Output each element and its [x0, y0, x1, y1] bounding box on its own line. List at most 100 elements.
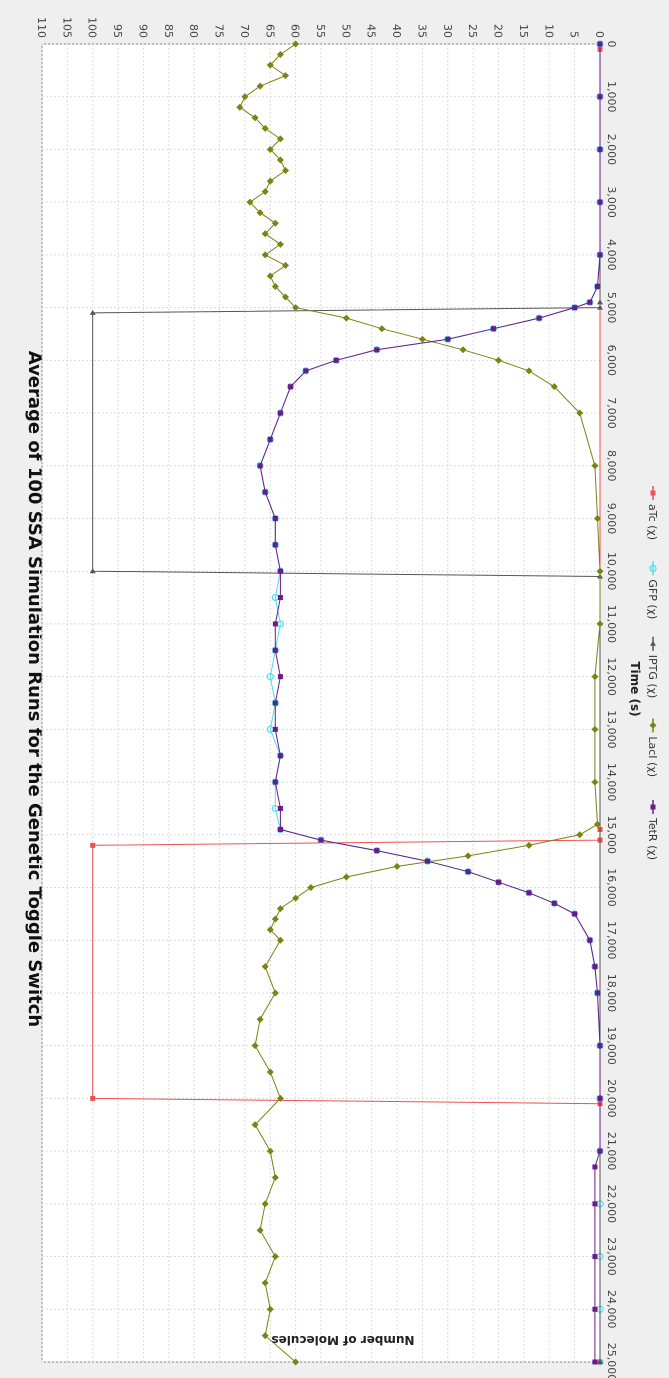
data-point [261, 188, 269, 196]
data-point [251, 114, 259, 122]
data-point [277, 753, 283, 759]
data-point [276, 905, 284, 913]
data-point [277, 674, 283, 680]
data-point [288, 384, 294, 390]
data-point [277, 595, 283, 601]
data-point [525, 367, 533, 375]
data-point [261, 488, 269, 496]
data-point [551, 900, 557, 906]
data-point [597, 94, 603, 100]
y-tick-label: 55 [314, 24, 327, 38]
data-point [276, 240, 284, 248]
x-tick-label: 22,000 [605, 1185, 618, 1224]
x-tick-label: 4,000 [605, 239, 618, 271]
data-point [266, 145, 274, 153]
x-tick-label: 7,000 [605, 397, 618, 429]
y-tick-label: 40 [390, 24, 403, 38]
data-point [292, 894, 300, 902]
data-point [281, 72, 289, 80]
data-point [266, 61, 274, 69]
data-point [525, 889, 533, 897]
x-tick-label: 11,000 [605, 605, 618, 644]
data-point [90, 1095, 96, 1101]
data-point [261, 1332, 269, 1340]
series-3 [236, 40, 604, 1366]
data-point [277, 410, 283, 416]
x-tick-label: 12,000 [605, 657, 618, 696]
data-point [597, 299, 603, 305]
y-tick-label: 85 [162, 24, 175, 38]
data-point [241, 93, 249, 101]
y-tick-label: 25 [466, 24, 479, 38]
series-4 [257, 41, 603, 1365]
data-point [597, 1148, 603, 1154]
data-point [266, 1068, 274, 1076]
x-tick-label: 5,000 [605, 292, 618, 324]
data-point [89, 309, 96, 315]
data-point [281, 293, 289, 301]
data-point [649, 721, 657, 729]
data-point [464, 868, 472, 876]
data-point [465, 869, 471, 875]
x-tick-label: 15,000 [605, 816, 618, 855]
y-tick-label: 5 [568, 31, 581, 38]
data-point [464, 852, 472, 860]
data-point [591, 462, 599, 470]
chart-title: Average of 100 SSA Simulation Runs for t… [24, 351, 45, 1027]
data-point [261, 230, 269, 238]
data-point [490, 326, 496, 332]
data-point [342, 314, 350, 322]
legend-item: GFP (χ) [646, 561, 659, 619]
data-point [266, 1305, 274, 1313]
x-tick-label: 1,000 [605, 81, 618, 113]
data-point [494, 878, 503, 886]
data-point [292, 40, 300, 48]
x-tick-label: 23,000 [605, 1237, 618, 1276]
x-tick-label: 24,000 [605, 1290, 618, 1329]
x-tick-label: 3,000 [605, 186, 618, 218]
data-point [236, 103, 244, 111]
data-point [586, 936, 594, 944]
data-point [591, 778, 599, 786]
data-point [292, 304, 300, 312]
data-point [597, 304, 603, 310]
data-point [271, 219, 279, 227]
y-tick-label: 50 [339, 24, 352, 38]
data-point [251, 1121, 259, 1129]
data-point [272, 779, 278, 785]
data-point [281, 261, 289, 269]
data-point [89, 568, 96, 574]
data-point [276, 135, 284, 143]
data-point [256, 1015, 264, 1023]
y-tick-label: 15 [517, 24, 530, 38]
data-point [445, 336, 451, 342]
data-point [272, 621, 278, 627]
y-axis-title: Number of Molecules [271, 1333, 414, 1347]
data-point [276, 752, 285, 760]
data-point [277, 805, 283, 811]
y-tick-label: 45 [365, 24, 378, 38]
data-point [256, 462, 264, 470]
data-point [572, 911, 578, 917]
x-tick-label: 17,000 [605, 921, 618, 960]
data-point [246, 198, 254, 206]
data-point [587, 299, 593, 305]
data-point [286, 383, 295, 391]
x-tick-label: 13,000 [605, 710, 618, 749]
x-tick-label: 19,000 [605, 1026, 618, 1065]
data-point [592, 1359, 598, 1365]
y-tick-label: 70 [238, 24, 251, 38]
data-point [272, 700, 278, 706]
data-point [393, 862, 401, 870]
y-tick-label: 75 [213, 24, 226, 38]
y-tick-label: 30 [441, 24, 454, 38]
data-point [342, 873, 350, 881]
data-point [586, 298, 594, 306]
data-point [597, 252, 603, 258]
data-point [277, 827, 283, 833]
data-point [592, 1306, 598, 1312]
y-tick-label: 60 [289, 24, 302, 38]
data-point [526, 890, 532, 896]
data-point [592, 1254, 598, 1260]
data-point [292, 1358, 300, 1366]
